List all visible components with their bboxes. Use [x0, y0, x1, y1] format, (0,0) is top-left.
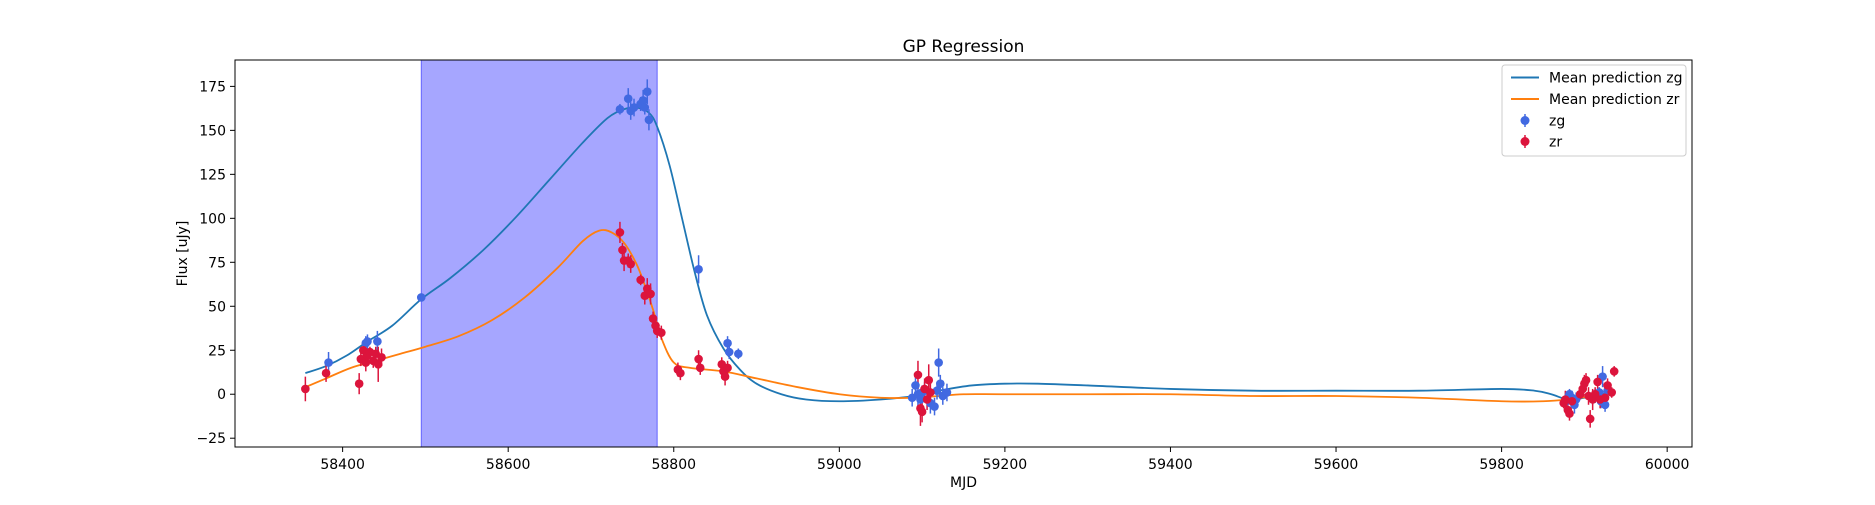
data-point-zr — [1585, 414, 1595, 424]
data-point-zr — [723, 363, 732, 373]
data-point-zr — [1567, 396, 1577, 406]
mean-prediction-layer — [305, 106, 1610, 403]
data-point-zg — [638, 96, 648, 105]
data-point-zr — [301, 384, 310, 394]
data-point-zr — [615, 228, 625, 237]
legend: Mean prediction zg Mean prediction zr zg… — [1501, 64, 1687, 157]
data-point-zg — [644, 115, 654, 125]
data-point-zr — [926, 388, 935, 397]
highlight-span — [420, 59, 658, 448]
data-point-zg — [324, 358, 333, 367]
data-point-zg — [623, 94, 633, 103]
x-tick-label: 58400 — [320, 457, 365, 473]
data-point-zr — [913, 370, 923, 380]
data-point-zr — [648, 314, 658, 323]
y-tick-label: 125 — [199, 167, 226, 183]
data-point-zr — [321, 368, 331, 378]
data-point-zr — [676, 368, 685, 378]
data-point-zg — [942, 388, 952, 397]
x-tick-label: 59200 — [983, 457, 1028, 473]
data-point-zg — [363, 337, 372, 346]
data-point-zg — [936, 379, 945, 388]
legend-label-zg: zg — [1549, 114, 1565, 130]
data-point-zr — [1593, 377, 1602, 387]
legend-box — [1501, 64, 1687, 157]
y-axis-label: Flux [uJy] — [175, 221, 191, 287]
legend-label-zr: zr — [1549, 135, 1562, 151]
legend-marker-zr — [1520, 137, 1530, 146]
y-tick-label: 150 — [199, 123, 226, 139]
y-tick-label: 0 — [217, 387, 226, 403]
plot-frame — [234, 59, 1693, 448]
data-point-zr — [373, 360, 383, 369]
chart-title: GP Regression — [903, 37, 1025, 57]
y-tick-label: −25 — [196, 431, 226, 447]
data-point-zr — [361, 358, 371, 367]
data-point-zr — [924, 375, 934, 385]
data-point-zg — [723, 338, 732, 348]
data-point-zg — [373, 337, 382, 346]
data-point-zg — [615, 104, 625, 114]
data-point-zg — [629, 103, 639, 112]
data-point-zr — [1603, 381, 1612, 390]
data-point-zr — [922, 395, 932, 404]
x-axis-label: MJD — [950, 475, 977, 491]
data-point-zg — [416, 293, 426, 302]
data-point-zr — [626, 259, 636, 269]
data-point-zg — [932, 386, 942, 396]
data-point-zr — [720, 372, 730, 381]
y-tick-label: 50 — [208, 299, 226, 315]
y-tick-label: 25 — [208, 343, 226, 359]
data-point-zg — [916, 395, 925, 404]
data-point-zg — [930, 402, 939, 411]
data-point-zr — [657, 328, 666, 337]
legend-label-mean-zr: Mean prediction zr — [1549, 92, 1680, 108]
x-tick-label: 58800 — [651, 457, 696, 473]
legend-label-mean-zg: Mean prediction zg — [1549, 71, 1683, 87]
data-point-zr — [1561, 395, 1570, 404]
y-tick-label: 75 — [208, 255, 226, 271]
data-point-zg — [724, 347, 734, 357]
data-point-zr — [1609, 367, 1619, 376]
data-point-zr — [1581, 375, 1591, 385]
x-tick-label: 59400 — [1148, 457, 1193, 473]
y-axis-ticks: −25 0 25 50 75 100 125 150 175 — [196, 79, 235, 447]
x-tick-label: 59800 — [1479, 457, 1524, 473]
data-point-zr — [1607, 388, 1616, 397]
data-point-zg — [734, 349, 743, 359]
data-point-zg — [911, 381, 920, 390]
data-point-zr — [695, 363, 705, 373]
data-point-zg — [642, 87, 652, 96]
data-point-zg — [640, 103, 650, 112]
data-point-zg — [934, 358, 943, 367]
data-point-zr — [1565, 409, 1574, 418]
data-point-zr — [354, 379, 364, 388]
x-tick-label: 58600 — [486, 457, 531, 473]
shaded-region-layer — [420, 59, 658, 448]
mean-prediction-zr-line — [305, 229, 1610, 403]
data-point-zr — [917, 407, 927, 417]
data-point-zr — [377, 352, 386, 362]
y-tick-label: 100 — [199, 211, 226, 227]
data-point-zr — [618, 245, 627, 255]
y-tick-label: 175 — [199, 79, 226, 95]
data-point-zr — [694, 354, 703, 364]
legend-marker-zg — [1520, 116, 1530, 125]
data-point-zr — [1600, 393, 1610, 403]
x-tick-label: 59000 — [817, 457, 862, 473]
x-axis-ticks: 58400 58600 58800 59000 59200 59400 59600 59800… — [320, 447, 1689, 473]
x-tick-label: 60000 — [1645, 457, 1690, 473]
data-point-zr — [636, 275, 645, 285]
x-tick-label: 59600 — [1314, 457, 1359, 473]
data-point-zg — [694, 265, 703, 274]
data-point-layer — [301, 87, 1619, 424]
data-point-zr — [646, 289, 655, 299]
